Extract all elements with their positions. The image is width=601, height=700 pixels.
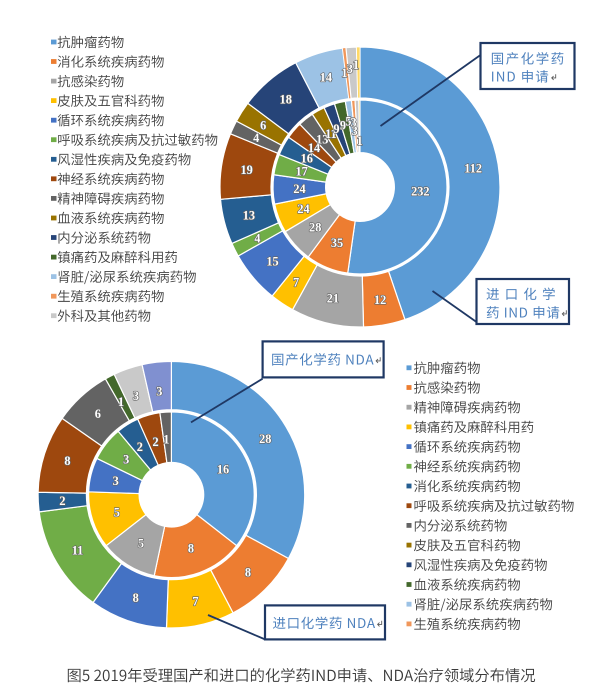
svg-text:14: 14 <box>320 71 332 85</box>
svg-text:15: 15 <box>266 254 278 268</box>
svg-text:8: 8 <box>133 591 139 605</box>
svg-text:16: 16 <box>301 151 313 165</box>
svg-text:7: 7 <box>192 594 198 608</box>
svg-text:6: 6 <box>260 119 266 133</box>
svg-text:17: 17 <box>295 164 307 178</box>
svg-text:3: 3 <box>156 384 162 398</box>
svg-text:19: 19 <box>240 163 252 177</box>
svg-text:1: 1 <box>118 395 124 409</box>
svg-text:8: 8 <box>188 542 194 556</box>
svg-text:28: 28 <box>259 432 271 446</box>
svg-text:1: 1 <box>357 134 363 148</box>
svg-text:35: 35 <box>331 236 343 250</box>
svg-text:5: 5 <box>345 114 351 128</box>
svg-text:14: 14 <box>308 141 320 155</box>
svg-text:9: 9 <box>340 119 346 133</box>
svg-text:2: 2 <box>153 435 159 449</box>
svg-text:2: 2 <box>137 440 143 454</box>
svg-text:3: 3 <box>113 474 119 488</box>
svg-text:3: 3 <box>133 389 139 403</box>
svg-text:3: 3 <box>352 124 358 138</box>
svg-text:12: 12 <box>374 293 386 307</box>
svg-text:112: 112 <box>464 161 482 175</box>
svg-text:8: 8 <box>245 566 251 580</box>
svg-text:7: 7 <box>293 275 299 289</box>
svg-text:9: 9 <box>333 122 339 136</box>
svg-text:28: 28 <box>309 221 321 235</box>
svg-text:4: 4 <box>253 131 259 145</box>
svg-text:13: 13 <box>243 209 255 223</box>
svg-text:5: 5 <box>138 537 144 551</box>
svg-text:3: 3 <box>351 116 357 130</box>
svg-text:1: 1 <box>353 58 359 72</box>
svg-text:3: 3 <box>123 452 129 466</box>
svg-text:1: 1 <box>341 66 347 80</box>
svg-text:24: 24 <box>293 182 305 196</box>
svg-text:24: 24 <box>297 202 309 216</box>
svg-text:13: 13 <box>316 133 328 147</box>
svg-text:3: 3 <box>347 62 353 76</box>
svg-text:6: 6 <box>95 407 101 421</box>
svg-text:21: 21 <box>327 292 339 306</box>
svg-text:16: 16 <box>217 463 229 477</box>
svg-text:2: 2 <box>59 494 65 508</box>
svg-text:8: 8 <box>64 454 70 468</box>
svg-text:18: 18 <box>280 93 292 107</box>
svg-text:5: 5 <box>114 506 120 520</box>
svg-text:232: 232 <box>411 184 429 198</box>
svg-text:11: 11 <box>72 544 84 558</box>
svg-text:11: 11 <box>325 127 337 141</box>
svg-text:4: 4 <box>254 232 260 246</box>
svg-text:1: 1 <box>163 432 169 446</box>
